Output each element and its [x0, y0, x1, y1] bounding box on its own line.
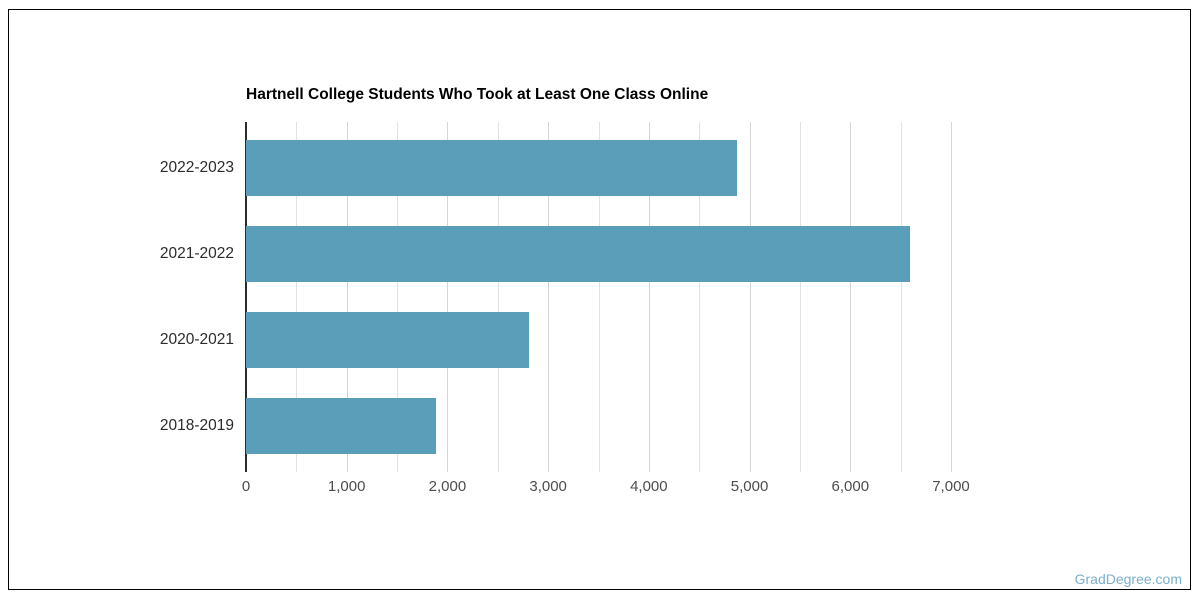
gridline-3500: [598, 122, 600, 472]
x-axis-labels: 0 1,000 2,000 3,000 4,000 5,000 6,000 7,000: [242, 477, 987, 499]
x-tick-label-4000: 4,000: [630, 478, 668, 495]
gridline-500: [296, 122, 298, 472]
gridline-2000: [447, 122, 449, 472]
gridline-6000: [850, 122, 852, 472]
gridline-4000: [648, 122, 650, 472]
bar-2022-2023: [246, 140, 738, 196]
watermark-link[interactable]: GradDegree.com: [1074, 571, 1182, 587]
gridline-7000: [951, 122, 952, 472]
gridline-3000: [548, 122, 550, 472]
y-label-2021-2022: 2021-2022: [159, 245, 234, 262]
x-tick-label-6000: 6,000: [831, 478, 870, 495]
plot-area: [245, 122, 987, 472]
gridline-5500: [799, 122, 801, 472]
y-label-2022-2023: 2022-2023: [159, 159, 234, 176]
bar-2021-2022: [246, 226, 910, 282]
gridline-1500: [397, 122, 399, 472]
gridline-1000: [346, 122, 348, 472]
x-tick-label-7000: 7,000: [932, 478, 970, 495]
y-axis-labels: 2022-2023 2021-2022 2020-2021 2018-2019: [0, 122, 234, 466]
x-tick-label-2000: 2,000: [428, 478, 467, 495]
x-tick-label-5000: 5,000: [730, 478, 769, 495]
chart-title: Hartnell College Students Who Took at Le…: [246, 86, 709, 103]
x-tick-label-3000: 3,000: [529, 478, 567, 495]
bar-2020-2021: [246, 312, 529, 368]
x-tick-label-1000: 1,000: [327, 478, 366, 495]
y-axis-line: [245, 122, 247, 472]
gridline-5000: [749, 122, 751, 472]
gridline-6500: [900, 122, 902, 472]
y-label-2020-2021: 2020-2021: [159, 331, 234, 348]
bar-2018-2019: [246, 398, 437, 454]
gridline-2500: [497, 122, 499, 472]
gridline-4500: [699, 122, 701, 472]
y-label-2018-2019: 2018-2019: [159, 417, 234, 434]
x-tick-label-0: 0: [241, 478, 251, 495]
